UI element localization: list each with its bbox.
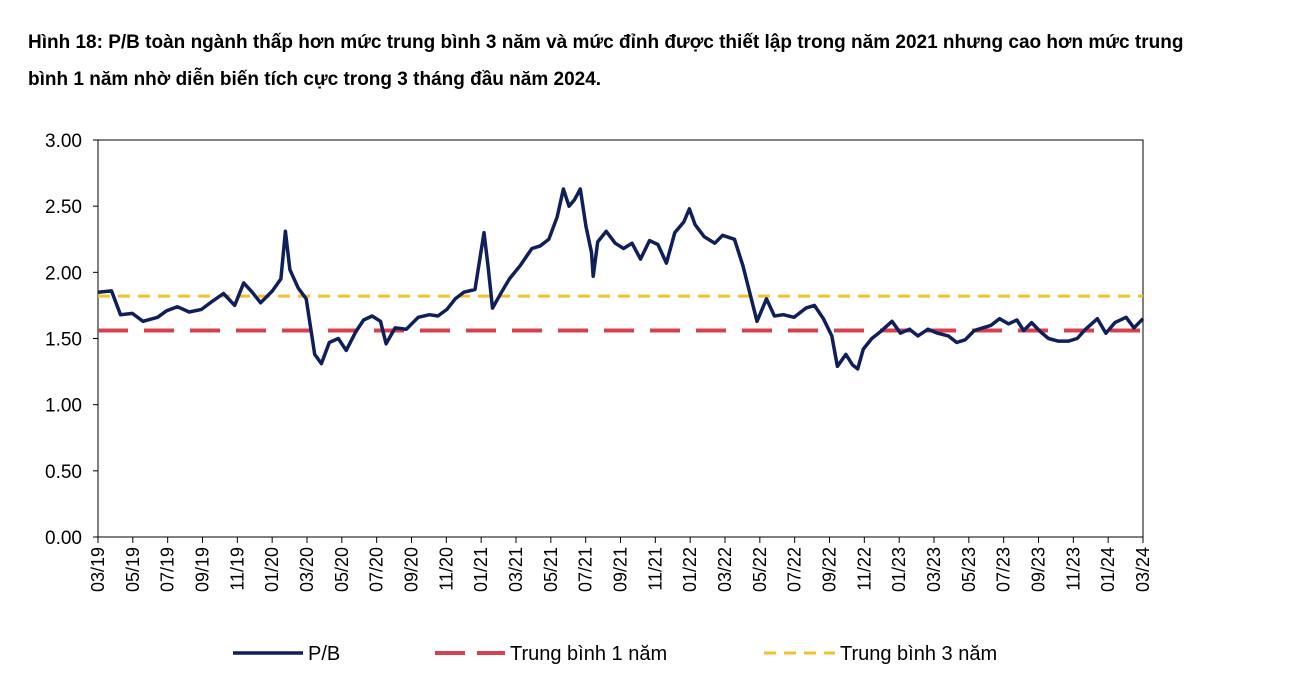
y-tick-label: 1.00 (45, 396, 82, 417)
x-tick-label: 01/22 (680, 547, 700, 592)
x-tick-label: 03/23 (924, 547, 944, 592)
legend-item-avg-3y-label: Trung bình 3 năm (840, 643, 997, 665)
x-tick-label: 05/19 (123, 547, 143, 592)
x-tick-label: 11/19 (227, 547, 247, 591)
x-tick-label: 11/23 (1063, 547, 1083, 591)
x-tick-label: 07/19 (158, 547, 178, 592)
x-tick-label: 09/20 (402, 547, 422, 592)
series-pb-line (97, 187, 1145, 371)
x-tick-label: 09/19 (193, 547, 213, 592)
x-tick-label: 11/22 (854, 547, 874, 591)
y-tick-label: 1.50 (45, 330, 82, 351)
x-tick-label: 03/24 (1133, 547, 1153, 592)
y-tick-label: 0.50 (45, 462, 82, 483)
y-tick-label: 3.00 (45, 131, 82, 152)
y-tick-label: 0.00 (45, 528, 82, 549)
x-tick-label: 05/21 (541, 547, 561, 592)
x-tick-label: 07/22 (785, 547, 805, 592)
legend: P/B Trung bình 1 năm Trung bình 3 năm (233, 643, 997, 665)
x-tick-label: 01/20 (262, 547, 282, 592)
x-tick-label: 07/23 (994, 547, 1014, 592)
x-tick-label: 05/23 (959, 547, 979, 592)
x-tick-label: 05/20 (332, 547, 352, 592)
y-tick-label: 2.00 (45, 263, 82, 284)
y-tick-label: 2.50 (45, 197, 82, 218)
y-axis: 0.00 0.50 1.00 1.50 2.00 2.50 3.00 (45, 131, 98, 549)
series-lines (97, 187, 1145, 371)
x-tick-label: 09/21 (611, 547, 631, 592)
x-tick-label: 01/24 (1098, 547, 1118, 592)
x-tick-label: 07/20 (367, 547, 387, 592)
x-tick-label: 03/21 (506, 547, 526, 592)
x-tick-label: 05/22 (750, 547, 770, 592)
x-tick-label: 11/20 (436, 547, 456, 591)
x-tick-label: 03/19 (88, 547, 108, 592)
x-tick-label: 03/20 (297, 547, 317, 592)
x-tick-label: 09/23 (1029, 547, 1049, 592)
x-tick-label: 01/23 (889, 547, 909, 592)
x-tick-label: 11/21 (645, 547, 665, 591)
x-tick-label: 09/22 (820, 547, 840, 592)
plot-area-frame (97, 139, 1144, 538)
legend-item-pb-label: P/B (308, 643, 340, 665)
x-tick-label: 01/21 (471, 547, 491, 592)
figure-title: Hình 18: P/B toàn ngành thấp hơn mức tru… (28, 32, 1184, 90)
legend-item-avg-1y-label: Trung bình 1 năm (510, 643, 667, 665)
x-tick-label: 07/21 (576, 547, 596, 592)
x-axis: 03/19 05/19 07/19 09/19 11/19 01/20 03/20 05/20… (88, 537, 1153, 592)
x-tick-label: 03/22 (715, 547, 735, 592)
